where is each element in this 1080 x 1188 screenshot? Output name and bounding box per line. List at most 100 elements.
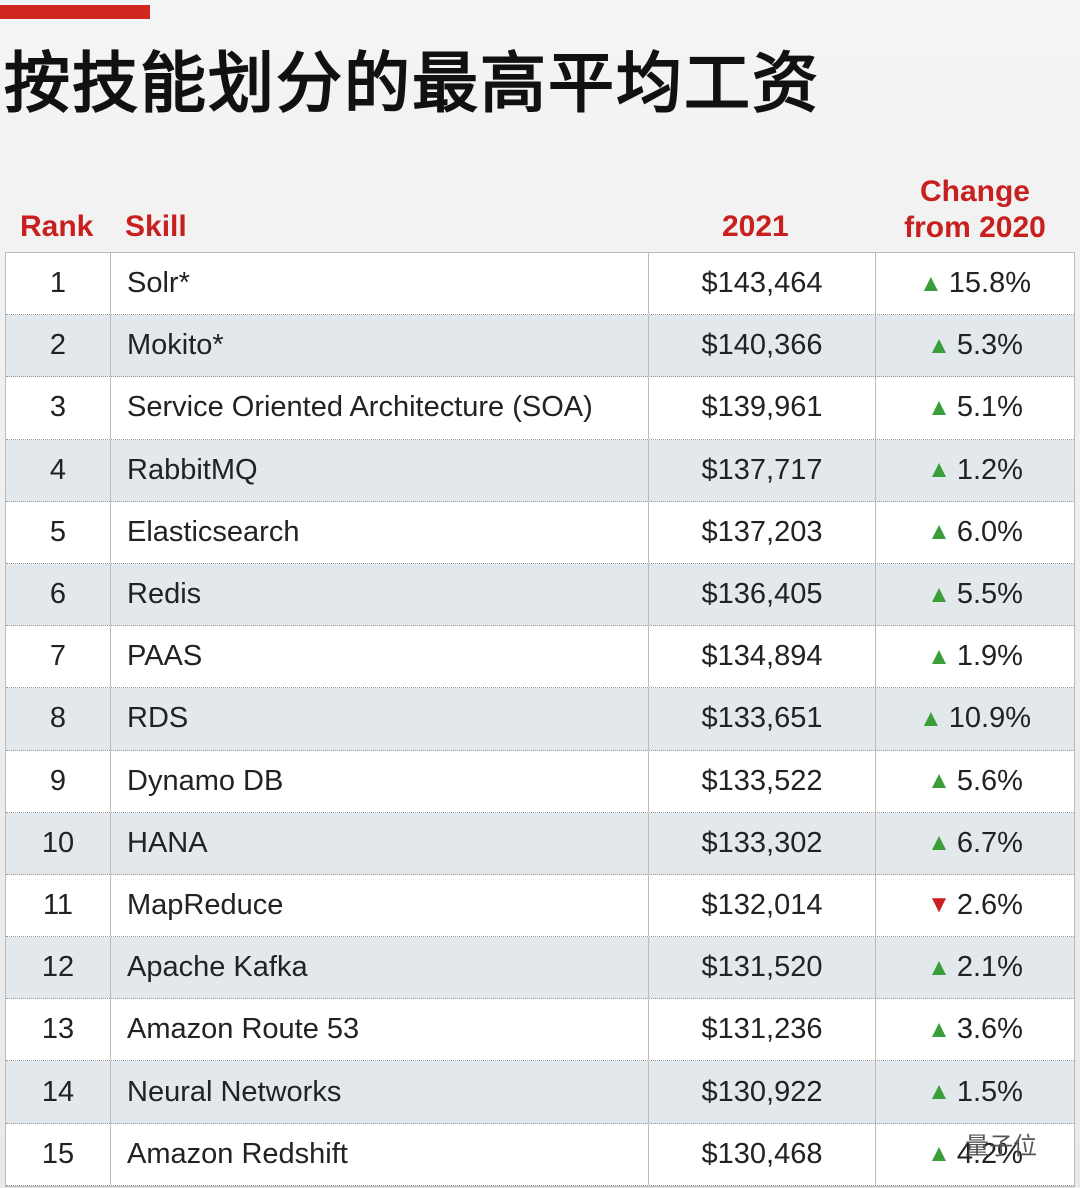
- table-row: 8 RDS $133,651 ▲ 10.9%: [6, 688, 1074, 751]
- rank-cell: 15: [6, 1123, 111, 1185]
- rank-cell: 14: [6, 1061, 111, 1123]
- skill-cell: PAAS: [111, 626, 649, 688]
- trend-arrow: ▲: [919, 704, 943, 732]
- rank-cell: 10: [6, 812, 111, 874]
- table-row: 4 RabbitMQ $137,717 ▲ 1.2%: [6, 439, 1074, 502]
- change-value: 6.7%: [956, 826, 1023, 859]
- trend-arrow: ▲: [927, 767, 951, 795]
- skill-cell: Neural Networks: [111, 1061, 649, 1123]
- change-value: 15.8%: [948, 267, 1031, 300]
- change-cell: ▲ 6.0%: [876, 502, 1074, 563]
- trend-arrow: ▲: [927, 331, 951, 359]
- header-salary: 2021: [722, 210, 789, 243]
- rank-cell: 5: [6, 501, 111, 563]
- salary-cell: $137,203: [649, 501, 876, 563]
- change-value: 10.9%: [948, 702, 1031, 735]
- change-value: 3.6%: [956, 1013, 1023, 1046]
- table-row: 11 MapReduce $132,014 ▼ 2.6%: [6, 874, 1074, 938]
- salary-cell: $136,405: [649, 563, 876, 626]
- table-row: 2 Mokito* $140,366 ▲ 5.3%: [6, 315, 1074, 378]
- change-cell: ▲ 1.9%: [876, 626, 1074, 687]
- rank-cell: 11: [6, 874, 111, 937]
- salary-cell: $143,464: [649, 253, 876, 315]
- skill-cell: Redis: [111, 563, 649, 626]
- skill-cell: Elasticsearch: [111, 501, 649, 563]
- rank-cell: 6: [6, 563, 111, 626]
- salary-cell: $132,014: [649, 874, 876, 937]
- skill-cell: Service Oriented Architecture (SOA): [111, 377, 649, 439]
- trend-arrow: ▲: [927, 1078, 951, 1106]
- skill-cell: Amazon Route 53: [111, 999, 649, 1061]
- skill-cell: RDS: [111, 688, 649, 750]
- change-value: 5.6%: [956, 764, 1023, 797]
- table-row: 5 Elasticsearch $137,203 ▲ 6.0%: [6, 501, 1074, 564]
- change-cell: ▲ 5.5%: [876, 564, 1074, 625]
- change-value: 1.2%: [956, 453, 1023, 486]
- salary-cell: $134,894: [649, 626, 876, 688]
- skill-cell: Amazon Redshift: [111, 1123, 649, 1185]
- rank-cell: 9: [6, 750, 111, 812]
- change-cell: ▲ 1.5%: [876, 1061, 1074, 1122]
- salary-cell: $137,717: [649, 439, 876, 501]
- rank-cell: 8: [6, 688, 111, 750]
- table-row: 7 PAAS $134,894 ▲ 1.9%: [6, 626, 1074, 689]
- change-cell: ▲ 2.1%: [876, 937, 1074, 998]
- trend-arrow: ▲: [927, 518, 951, 546]
- change-value: 4.2%: [956, 1137, 1023, 1170]
- rank-cell: 12: [6, 937, 111, 999]
- table-row: 6 Redis $136,405 ▲ 5.5%: [6, 563, 1074, 627]
- change-cell: ▼ 2.6%: [876, 875, 1074, 936]
- change-value: 5.5%: [956, 578, 1023, 611]
- trend-arrow: ▲: [927, 580, 951, 608]
- change-value: 6.0%: [956, 515, 1023, 548]
- change-cell: ▲ 5.1%: [876, 377, 1074, 438]
- change-cell: ▲ 6.7%: [876, 813, 1074, 874]
- trend-arrow: ▲: [927, 1015, 951, 1043]
- header-change: Change from 2020: [904, 175, 1046, 244]
- change-cell: ▲ 3.6%: [876, 999, 1074, 1060]
- skill-cell: HANA: [111, 812, 649, 874]
- rank-cell: 13: [6, 999, 111, 1061]
- rank-cell: 4: [6, 439, 111, 501]
- change-value: 1.5%: [956, 1075, 1023, 1108]
- change-value: 5.3%: [956, 329, 1023, 362]
- salary-cell: $130,922: [649, 1061, 876, 1123]
- skill-cell: Solr*: [111, 253, 649, 315]
- skill-cell: Mokito*: [111, 315, 649, 377]
- salary-cell: $140,366: [649, 315, 876, 377]
- change-cell: ▲ 5.6%: [876, 751, 1074, 812]
- header-rank: Rank: [20, 210, 94, 243]
- change-value: 2.1%: [956, 951, 1023, 984]
- rank-cell: 2: [6, 315, 111, 377]
- trend-arrow: ▲: [927, 829, 951, 857]
- salary-cell: $131,236: [649, 999, 876, 1061]
- trend-arrow: ▲: [927, 953, 951, 981]
- accent-bar: [0, 5, 150, 19]
- change-value: 2.6%: [956, 888, 1023, 921]
- table-row: 9 Dynamo DB $133,522 ▲ 5.6%: [6, 750, 1074, 813]
- trend-arrow: ▲: [927, 393, 951, 421]
- change-cell: ▲ 15.8%: [876, 253, 1074, 314]
- salary-cell: $139,961: [649, 377, 876, 439]
- rank-cell: 3: [6, 377, 111, 439]
- table-row: 14 Neural Networks $130,922 ▲ 1.5%: [6, 1061, 1074, 1124]
- change-value: 5.1%: [956, 391, 1023, 424]
- table-row: 3 Service Oriented Architecture (SOA) $139…: [6, 377, 1074, 440]
- table-row: 12 Apache Kafka $131,520 ▲ 2.1%: [6, 937, 1074, 1000]
- table-row: 1 Solr* $143,464 ▲ 15.8%: [6, 253, 1074, 316]
- rank-cell: 1: [6, 253, 111, 315]
- salary-cell: $133,651: [649, 688, 876, 750]
- skill-cell: Apache Kafka: [111, 937, 649, 999]
- trend-arrow: ▼: [927, 891, 951, 919]
- salary-cell: $133,302: [649, 812, 876, 874]
- table-row: 13 Amazon Route 53 $131,236 ▲ 3.6%: [6, 999, 1074, 1062]
- trend-arrow: ▲: [927, 456, 951, 484]
- change-cell: ▲ 10.9%: [876, 688, 1074, 749]
- salary-cell: $131,520: [649, 937, 876, 999]
- table: 1 Solr* $143,464 ▲ 15.8% 2 Mokito* $140,366 ▲ 5.3…: [5, 252, 1075, 1187]
- table-row: 15 Amazon Redshift $130,468 ▲ 4.2%: [6, 1123, 1074, 1186]
- rank-cell: 7: [6, 626, 111, 688]
- change-cell: ▲ 4.2%: [876, 1124, 1074, 1185]
- table-row: 10 HANA $133,302 ▲ 6.7%: [6, 812, 1074, 875]
